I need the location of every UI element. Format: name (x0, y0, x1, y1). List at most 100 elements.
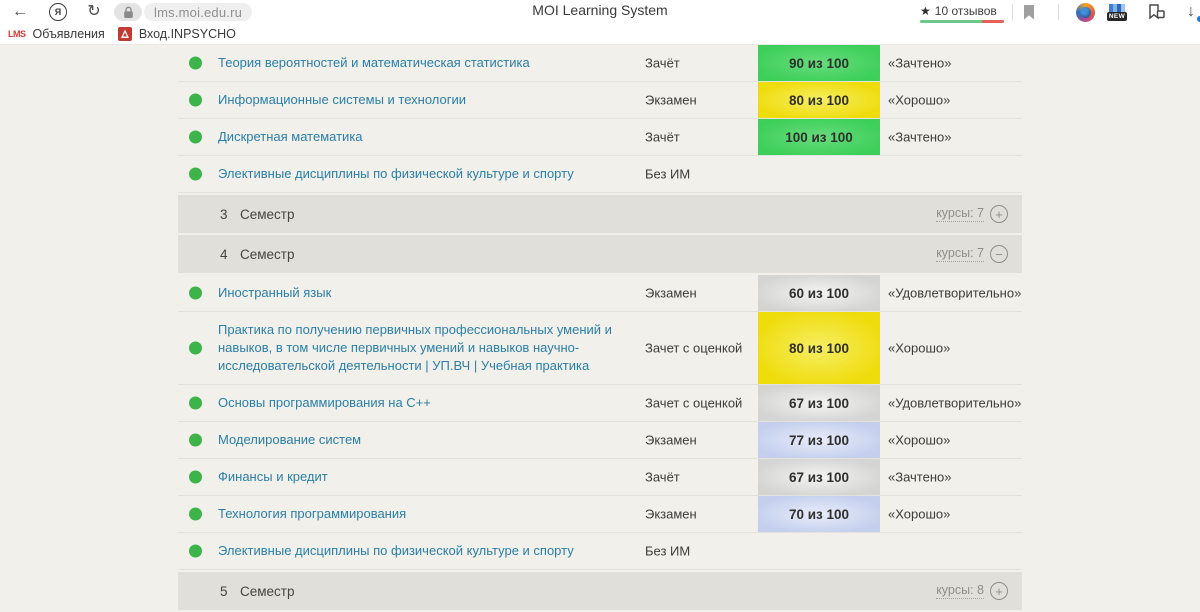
download-arrow-icon: ↓ (1187, 3, 1195, 20)
grade-text: «Хорошо» (888, 432, 951, 448)
page-title: MOI Learning System (532, 2, 668, 18)
browser-chrome: ← Я ↻ lms.moi.edu.ru MOI Learning System… (0, 0, 1200, 45)
score-badge: 90 из 100 (758, 45, 880, 81)
course-row: Элективные дисциплины по физической куль… (178, 156, 1022, 193)
site-security-button[interactable] (114, 3, 142, 21)
bookmarks-bar: LMS Объявления Вход.INPSYCHO (0, 24, 1200, 44)
bookmark-page-button[interactable] (1020, 0, 1038, 24)
inpsycho-favicon (117, 27, 132, 41)
exam-type: Экзамен (645, 92, 697, 108)
semester-label: Семестр (240, 206, 295, 222)
refresh-icon: ↻ (87, 3, 101, 20)
course-row: Практика по получению первичных професси… (178, 312, 1022, 385)
site-reviews-button[interactable]: ★ 10 отзывов (920, 0, 1004, 24)
status-dot-icon (189, 544, 202, 558)
expand-plus-icon[interactable]: + (990, 582, 1008, 600)
status-dot-icon (189, 470, 202, 484)
exam-type: Без ИМ (645, 166, 691, 182)
exam-type: Зачёт (645, 469, 680, 485)
toolbar-divider (1012, 4, 1013, 20)
status-dot-icon (189, 433, 202, 447)
grade-text: «Зачтено» (888, 129, 952, 145)
bookmark-item-announcements[interactable]: LMS Объявления (8, 27, 105, 41)
course-link[interactable]: Элективные дисциплины по физической куль… (218, 166, 574, 181)
exam-type: Экзамен (645, 506, 697, 522)
status-dot-icon (189, 130, 202, 144)
exam-type: Зачет с оценкой (645, 395, 743, 411)
course-link[interactable]: Теория вероятностей и математическая ста… (218, 55, 530, 70)
grade-text: «Зачтено» (888, 469, 952, 485)
bookmark-icon (1024, 4, 1034, 19)
exam-type: Экзамен (645, 432, 697, 448)
browser-toolbar: ← Я ↻ lms.moi.edu.ru MOI Learning System… (0, 0, 1200, 24)
status-dot-icon (189, 56, 202, 70)
semester-header-row[interactable]: 5 Семестр курсы: 8 + (178, 572, 1022, 610)
refresh-button[interactable]: ↻ (84, 0, 104, 24)
semester-number: 4 (220, 246, 228, 262)
score-badge: 77 из 100 (758, 422, 880, 458)
exam-type: Зачёт (645, 55, 680, 71)
bookmark-item-inpsycho[interactable]: Вход.INPSYCHO (117, 27, 236, 41)
status-dot-icon (189, 286, 202, 300)
semester-label: Семестр (240, 583, 295, 599)
course-row: Дискретная математика Зачёт 100 из 100 «… (178, 119, 1022, 156)
star-icon: ★ (920, 3, 931, 18)
course-link[interactable]: Практика по получению первичных професси… (218, 322, 612, 373)
courses-count-link[interactable]: курсы: 7 (936, 206, 984, 222)
course-link[interactable]: Технология программирования (218, 506, 407, 521)
score-badge: 100 из 100 (758, 119, 880, 155)
course-row: Моделирование систем Экзамен 77 из 100 «… (178, 422, 1022, 459)
back-arrow-icon: ← (12, 3, 28, 20)
yandex-search-button[interactable]: Я (48, 0, 68, 24)
back-button[interactable]: ← (10, 0, 30, 24)
grade-text: «Хорошо» (888, 340, 951, 356)
status-dot-icon (189, 396, 202, 410)
collections-button[interactable] (1144, 0, 1168, 24)
score-badge: 67 из 100 (758, 385, 880, 421)
grade-text: «Зачтено» (888, 55, 952, 71)
expand-plus-icon[interactable]: + (990, 205, 1008, 223)
collapse-minus-icon[interactable]: − (990, 245, 1008, 263)
grade-text: «Удовлетворительно» (888, 395, 1022, 411)
exam-type: Без ИМ (645, 543, 691, 559)
bookmark-label: Объявления (32, 27, 105, 41)
downloads-button[interactable]: ↓ (1182, 0, 1200, 24)
score-badge: 70 из 100 (758, 496, 880, 532)
course-row: Технология программирования Экзамен 70 и… (178, 496, 1022, 533)
status-dot-icon (189, 167, 202, 181)
course-link[interactable]: Дискретная математика (218, 129, 363, 144)
course-row: Основы программирования на C++ Зачет с о… (178, 385, 1022, 422)
course-link[interactable]: Информационные системы и технологии (218, 92, 466, 107)
extension-new-button[interactable]: NEW (1106, 0, 1128, 24)
extension-button[interactable] (1074, 0, 1096, 24)
grades-table: Теория вероятностей и математическая ста… (178, 45, 1022, 612)
yandex-icon: Я (49, 3, 67, 21)
score-badge: 67 из 100 (758, 459, 880, 495)
address-bar[interactable]: lms.moi.edu.ru (144, 3, 253, 21)
course-row: Элективные дисциплины по физической куль… (178, 533, 1022, 570)
exam-type: Экзамен (645, 285, 697, 301)
courses-count-link[interactable]: курсы: 8 (936, 583, 984, 599)
course-link[interactable]: Элективные дисциплины по физической куль… (218, 543, 574, 558)
score-badge: 80 из 100 (758, 312, 880, 384)
new-badge: NEW (1106, 11, 1128, 21)
course-link[interactable]: Финансы и кредит (218, 469, 328, 484)
semester-header-row[interactable]: 4 Семестр курсы: 7 − (178, 235, 1022, 273)
course-link[interactable]: Основы программирования на C++ (218, 395, 431, 410)
courses-count-link[interactable]: курсы: 7 (936, 246, 984, 262)
reviews-rating-bar (920, 19, 1004, 23)
lms-favicon: LMS (8, 29, 26, 39)
score-badge: 60 из 100 (758, 275, 880, 311)
score-badge: 80 из 100 (758, 82, 880, 118)
course-link[interactable]: Иностранный язык (218, 285, 332, 300)
toolbar-divider-2 (1058, 4, 1059, 20)
semester-number: 3 (220, 206, 228, 222)
course-row: Информационные системы и технологии Экза… (178, 82, 1022, 119)
status-dot-icon (189, 341, 202, 355)
course-link[interactable]: Моделирование систем (218, 432, 362, 447)
collections-icon (1148, 3, 1165, 20)
semester-number: 5 (220, 583, 228, 599)
pixel-art-icon (1109, 3, 1125, 13)
semester-header-row[interactable]: 3 Семестр курсы: 7 + (178, 195, 1022, 233)
exam-type: Зачет с оценкой (645, 340, 743, 356)
